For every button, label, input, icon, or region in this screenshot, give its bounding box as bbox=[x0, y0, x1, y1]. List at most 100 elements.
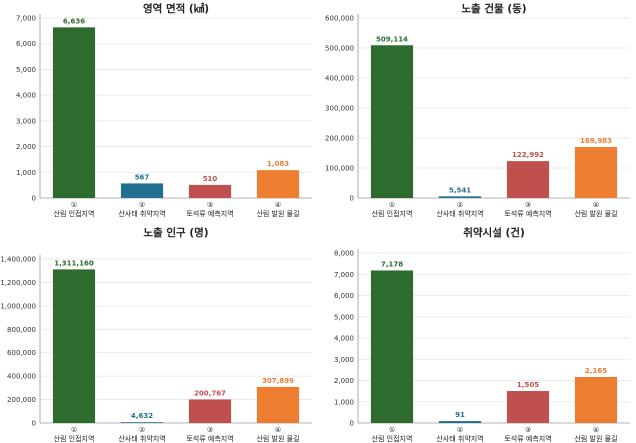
y-tick-label: 1,000 bbox=[334, 398, 354, 406]
category-label: 산림 발원 물길 bbox=[256, 434, 299, 443]
y-tick-label: 200,000 bbox=[325, 135, 354, 143]
category-marker: ③ bbox=[207, 201, 213, 209]
data-label: 567 bbox=[135, 173, 150, 181]
category-marker: ① bbox=[389, 201, 395, 209]
category-marker: ③ bbox=[525, 201, 531, 209]
bar-1 bbox=[52, 27, 96, 198]
category-label: 산사태 취약지역 bbox=[118, 434, 165, 443]
category-label: 산림 인접지역 bbox=[54, 434, 95, 443]
data-label: 2,165 bbox=[585, 367, 607, 375]
y-tick-label: 3,000 bbox=[334, 356, 354, 364]
data-label: 1,083 bbox=[267, 160, 289, 168]
data-label: 1,311,160 bbox=[54, 259, 94, 267]
data-label: 307,899 bbox=[262, 377, 294, 385]
y-tick-label: 500,000 bbox=[325, 45, 354, 53]
bar-2 bbox=[438, 196, 482, 198]
bar-3 bbox=[506, 391, 550, 423]
chart-exposed-buildings: 노출 건물 (동) 0 100,000 200,000 300,000 400,000 50… bbox=[325, 2, 630, 218]
category-marker: ① bbox=[389, 426, 395, 434]
category-label: 토석류 예측지역 bbox=[186, 209, 233, 218]
data-label: 91 bbox=[455, 411, 465, 419]
category-marker: ② bbox=[139, 201, 145, 209]
y-tick-label: 1,000 bbox=[16, 169, 36, 177]
y-tick-label: 8,000 bbox=[334, 250, 354, 258]
data-label: 169,983 bbox=[580, 137, 612, 145]
chart-title: 노출 건물 (동) bbox=[461, 2, 526, 15]
bar-3 bbox=[506, 161, 550, 198]
bar-2 bbox=[120, 422, 164, 423]
chart-title: 취약시설 (건) bbox=[463, 226, 525, 239]
bar-1 bbox=[52, 269, 96, 423]
bar-4 bbox=[574, 147, 618, 198]
category-label: 산사태 취약지역 bbox=[436, 209, 483, 218]
y-tick-label: 200,000 bbox=[7, 396, 36, 404]
category-label: 산림 발원 물길 bbox=[574, 209, 617, 218]
category-marker: ② bbox=[139, 426, 145, 434]
category-marker: ③ bbox=[525, 426, 531, 434]
category-marker: ④ bbox=[593, 426, 599, 434]
chart-title: 영역 면적 (㎢) bbox=[143, 2, 209, 15]
y-tick-label: 5,000 bbox=[16, 66, 36, 74]
bar-1 bbox=[370, 270, 414, 423]
y-tick-label: 1,200,000 bbox=[0, 279, 36, 287]
data-label: 510 bbox=[203, 175, 218, 183]
data-label: 7,178 bbox=[381, 260, 403, 268]
y-tick-label: 6,000 bbox=[16, 40, 36, 48]
category-label: 산사태 취약지역 bbox=[436, 434, 483, 443]
bar-1 bbox=[370, 45, 414, 198]
y-tick-label: 4,000 bbox=[334, 335, 354, 343]
category-marker: ④ bbox=[275, 201, 281, 209]
y-tick-label: 400,000 bbox=[325, 75, 354, 83]
y-tick-label: 1,000,000 bbox=[0, 302, 36, 310]
category-label: 산림 인접지역 bbox=[372, 434, 413, 443]
category-label: 토석류 예측지역 bbox=[504, 209, 551, 218]
y-tick-label: 100,000 bbox=[325, 165, 354, 173]
category-label: 산림 발원 물길 bbox=[574, 434, 617, 443]
chart-vulnerable-facilities: 취약시설 (건) 0 1,000 2,000 3,000 4,000 5,000 6,000 7… bbox=[334, 226, 630, 443]
bar-3 bbox=[188, 184, 232, 198]
y-tick-label: 3,000 bbox=[16, 117, 36, 125]
category-marker: ② bbox=[457, 426, 463, 434]
category-label: 토석류 예측지역 bbox=[186, 434, 233, 443]
bar-3 bbox=[188, 399, 232, 423]
data-label: 4,632 bbox=[131, 412, 153, 420]
data-label: 5,541 bbox=[449, 186, 471, 194]
y-tick-label: 600,000 bbox=[325, 15, 354, 23]
category-label: 산림 인접지역 bbox=[54, 209, 95, 218]
chart-exposed-population: 노출 인구 (명) 0 200,000 400,000 600,000 800,000 1,… bbox=[0, 226, 312, 443]
chart-area-km2: 영역 면적 (㎢) 0 1,000 2,000 3,000 4,000 5,000 6,000… bbox=[16, 2, 312, 218]
y-tick-label: 400,000 bbox=[7, 373, 36, 381]
y-tick-label: 0 bbox=[32, 420, 36, 428]
chart-title: 노출 인구 (명) bbox=[143, 226, 208, 239]
y-tick-label: 600,000 bbox=[7, 349, 36, 357]
category-label: 산림 발원 물길 bbox=[256, 209, 299, 218]
category-marker: ④ bbox=[275, 426, 281, 434]
y-tick-label: 0 bbox=[350, 420, 354, 428]
data-label: 1,505 bbox=[517, 381, 539, 389]
y-tick-label: 2,000 bbox=[334, 377, 354, 385]
y-tick-label: 4,000 bbox=[16, 92, 36, 100]
y-tick-label: 0 bbox=[350, 195, 354, 203]
y-tick-label: 6,000 bbox=[334, 292, 354, 300]
bar-2 bbox=[120, 183, 164, 198]
category-label: 토석류 예측지역 bbox=[504, 434, 551, 443]
y-tick-label: 0 bbox=[32, 195, 36, 203]
bar-4 bbox=[574, 376, 618, 423]
y-tick-label: 2,000 bbox=[16, 143, 36, 151]
y-tick-label: 5,000 bbox=[334, 313, 354, 321]
y-tick-label: 1,400,000 bbox=[0, 256, 36, 264]
data-label: 509,114 bbox=[376, 35, 408, 43]
data-label: 6,636 bbox=[63, 17, 85, 25]
category-label: 산림 인접지역 bbox=[372, 209, 413, 218]
category-marker: ② bbox=[457, 201, 463, 209]
y-tick-label: 800,000 bbox=[7, 326, 36, 334]
category-marker: ③ bbox=[207, 426, 213, 434]
data-label: 122,992 bbox=[512, 151, 544, 159]
bar-4 bbox=[256, 170, 300, 198]
category-marker: ① bbox=[71, 426, 77, 434]
bar-4 bbox=[256, 386, 300, 423]
y-tick-label: 7,000 bbox=[334, 271, 354, 279]
data-label: 200,767 bbox=[194, 389, 226, 397]
category-marker: ① bbox=[71, 201, 77, 209]
